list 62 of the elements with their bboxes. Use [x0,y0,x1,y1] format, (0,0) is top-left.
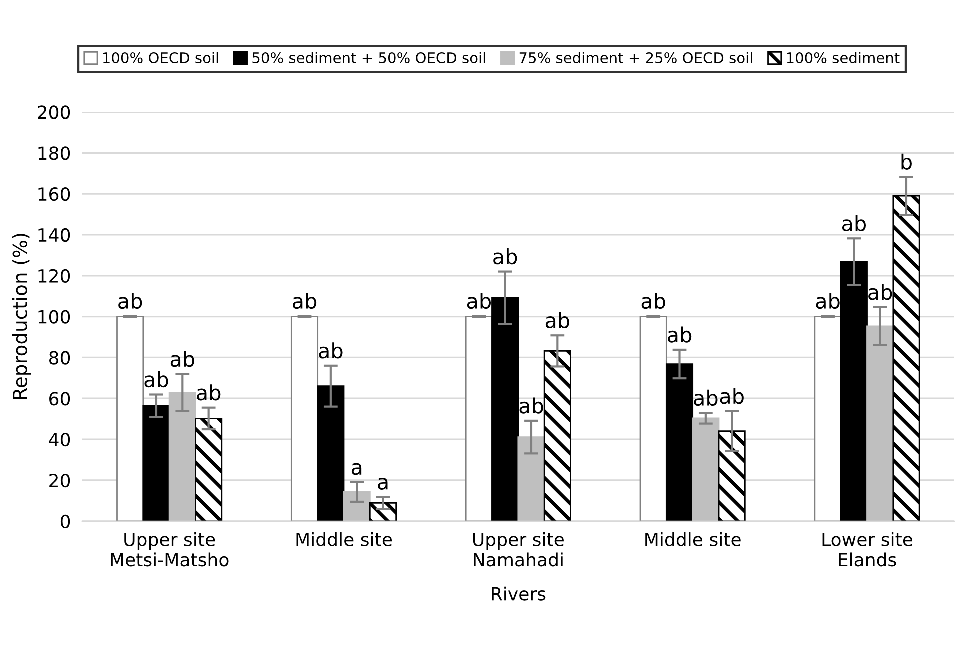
bar [142,405,170,522]
x-tick-label: Middle site [296,532,392,546]
data-label: ab [546,312,570,329]
data-label: ab [720,388,744,404]
data-label: ab [868,284,892,300]
bar [168,392,196,522]
bar [840,261,868,522]
y-tick-label: 0 [60,514,70,529]
y-tick-label: 20 [50,474,70,488]
y-tick-label: 140 [38,228,70,242]
legend-label: 100% sediment [787,52,900,64]
bar [692,418,720,522]
y-tick-label: 200 [38,106,70,120]
legend-label: 75% sediment + 25% OECD soil [520,52,752,64]
bar [290,316,319,522]
data-label: ab [668,326,692,343]
x-tick-label: Lower site Elands [822,532,913,567]
y-tick-label: 180 [38,146,70,160]
bar [195,418,223,522]
data-label: ab [144,372,168,388]
data-label: ab [467,292,492,310]
data-label: ab [642,292,666,310]
y-tick-label: 160 [38,188,70,202]
bar [718,430,746,522]
bar [343,491,371,522]
data-label: b [902,154,912,170]
data-label: ab [494,248,518,265]
y-tick-label: 100 [38,310,70,324]
data-label: ab [170,351,195,368]
bar [640,316,668,522]
y-axis-title: Reproduction (%) [12,234,32,400]
data-label: a [378,478,388,490]
data-label: ab [293,292,317,310]
bar [492,297,520,522]
y-tick-label: 80 [50,351,70,365]
legend-label: 50% sediment + 50% OECD soil [252,52,486,64]
x-tick-label: Upper site Metsi-Matsho [111,532,229,567]
y-tick-label: 120 [38,269,70,283]
bar [518,436,546,522]
bar [866,326,894,522]
data-label: ab [118,292,142,310]
data-label: ab [520,398,544,414]
data-label: ab [319,342,343,359]
legend-label: 100% OECD soil [103,52,218,64]
data-label: ab [816,292,840,310]
data-label: ab [197,384,221,401]
bar [892,195,920,522]
data-label: ab [694,390,718,406]
bar [116,316,144,522]
x-axis-title: Rivers [492,586,546,601]
y-tick-label: 40 [49,433,70,447]
bar [465,316,493,522]
data-label: a [352,463,362,476]
bar [317,386,345,522]
x-tick-label: Upper site Namahadi [473,532,564,567]
y-tick-label: 60 [50,392,70,406]
bar [814,316,842,522]
data-label: ab [842,215,866,232]
bar [369,502,398,522]
x-tick-label: Middle site [646,532,741,546]
bar [666,364,694,522]
bar [544,350,572,522]
